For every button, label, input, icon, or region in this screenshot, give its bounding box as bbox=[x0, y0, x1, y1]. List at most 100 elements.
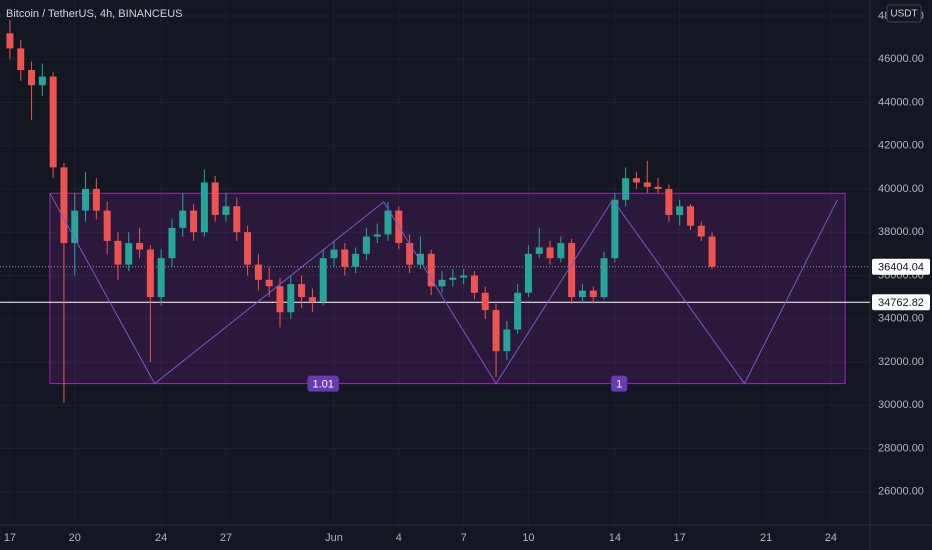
candle-body bbox=[125, 243, 133, 265]
candle-body bbox=[406, 243, 414, 265]
candle-body bbox=[114, 240, 122, 265]
candle-body bbox=[686, 206, 694, 226]
candle-body bbox=[287, 284, 295, 313]
x-tick-label: 24 bbox=[155, 532, 167, 544]
zigzag-line bbox=[49, 193, 838, 385]
candle-body bbox=[6, 33, 14, 49]
y-tick-label: 38000.00 bbox=[878, 226, 924, 238]
range-box bbox=[49, 192, 846, 385]
candle-body bbox=[535, 247, 543, 254]
y-tick-label: 40000.00 bbox=[878, 183, 924, 195]
candle-body bbox=[643, 182, 651, 187]
candle-body bbox=[244, 232, 252, 265]
candle-body bbox=[28, 70, 36, 86]
y-tick-label: 42000.00 bbox=[878, 140, 924, 152]
price-label-box bbox=[872, 294, 930, 311]
candle-body bbox=[611, 199, 619, 259]
candle-body bbox=[654, 186, 662, 189]
ratio-label: 1 bbox=[616, 378, 622, 390]
candle-body bbox=[49, 76, 57, 168]
candle-body bbox=[708, 236, 716, 267]
candle-body bbox=[103, 210, 111, 241]
candle-body bbox=[449, 277, 457, 280]
candle-body bbox=[17, 48, 25, 71]
candle-body bbox=[524, 253, 532, 293]
x-tick-label: 7 bbox=[461, 532, 467, 544]
y-tick-label: 30000.00 bbox=[878, 399, 924, 411]
candle-body bbox=[200, 182, 208, 233]
price-label: 34762.82 bbox=[878, 297, 924, 309]
candle-body bbox=[157, 258, 165, 298]
x-tick-label: Jun bbox=[325, 532, 343, 544]
ratio-label: 1.01 bbox=[312, 378, 333, 390]
candle-body bbox=[233, 206, 241, 233]
candle-body bbox=[60, 167, 68, 244]
candle-body bbox=[492, 310, 500, 352]
candle-body bbox=[632, 178, 640, 183]
candle-body bbox=[427, 253, 435, 287]
candle-body bbox=[146, 249, 154, 298]
candle-body bbox=[578, 290, 586, 298]
candle-body bbox=[600, 258, 608, 298]
candle-body bbox=[503, 329, 511, 352]
x-tick-label: 21 bbox=[760, 532, 772, 544]
unit-label: USDT bbox=[890, 9, 917, 20]
candle-body bbox=[92, 188, 100, 211]
ratio-label-box bbox=[611, 375, 628, 392]
y-tick-label: 26000.00 bbox=[878, 486, 924, 498]
candle-body bbox=[470, 275, 478, 293]
x-tick-label: 17 bbox=[4, 532, 16, 544]
candle-body bbox=[190, 210, 198, 233]
y-tick-label: 34000.00 bbox=[878, 313, 924, 325]
candle-body bbox=[665, 188, 673, 215]
candle-body bbox=[265, 279, 273, 287]
candle-body bbox=[168, 227, 176, 259]
candle-body bbox=[308, 297, 316, 302]
candle-body bbox=[341, 249, 349, 267]
candle-body bbox=[38, 76, 46, 86]
candle-body bbox=[373, 234, 381, 237]
unit-box bbox=[886, 4, 922, 23]
candle-body bbox=[589, 290, 597, 298]
x-tick-label: 14 bbox=[609, 532, 621, 544]
ratio-label-box bbox=[307, 375, 339, 392]
candle-body bbox=[622, 178, 630, 200]
candle-body bbox=[352, 253, 360, 267]
candle-body bbox=[82, 188, 90, 211]
x-tick-label: 20 bbox=[69, 532, 81, 544]
y-tick-label: 28000.00 bbox=[878, 442, 924, 454]
candle-body bbox=[438, 279, 446, 287]
x-tick-label: 17 bbox=[674, 532, 686, 544]
candle-body bbox=[362, 236, 370, 254]
candle-body bbox=[319, 258, 327, 302]
y-tick-label: 46000.00 bbox=[878, 53, 924, 65]
candle-body bbox=[298, 284, 306, 298]
candles bbox=[6, 20, 716, 404]
x-tick-label: 4 bbox=[396, 532, 402, 544]
candle-body bbox=[676, 206, 684, 215]
candle-body bbox=[546, 247, 554, 259]
x-tick-label: 24 bbox=[825, 532, 837, 544]
candle-body bbox=[568, 243, 576, 298]
price-label: 36404.04 bbox=[878, 262, 924, 274]
x-tick-label: 10 bbox=[522, 532, 534, 544]
candle-body bbox=[514, 292, 522, 330]
candle-body bbox=[254, 264, 262, 280]
candle-body bbox=[222, 206, 230, 215]
price-label-box bbox=[872, 258, 930, 275]
y-tick-label: 44000.00 bbox=[878, 96, 924, 108]
candle-body bbox=[557, 243, 565, 259]
candle-body bbox=[416, 253, 424, 265]
x-tick-label: 27 bbox=[220, 532, 232, 544]
candle-body bbox=[460, 275, 468, 278]
candle-body bbox=[330, 249, 338, 259]
candle-body bbox=[384, 210, 392, 235]
candle-body bbox=[71, 210, 79, 244]
candle-body bbox=[276, 286, 284, 313]
y-tick-label: 32000.00 bbox=[878, 356, 924, 368]
candle-body bbox=[179, 210, 187, 228]
candle-body bbox=[481, 292, 489, 311]
candle-body bbox=[697, 225, 705, 237]
chart-title: Bitcoin / TetherUS, 4h, BINANCEUS bbox=[6, 8, 182, 20]
